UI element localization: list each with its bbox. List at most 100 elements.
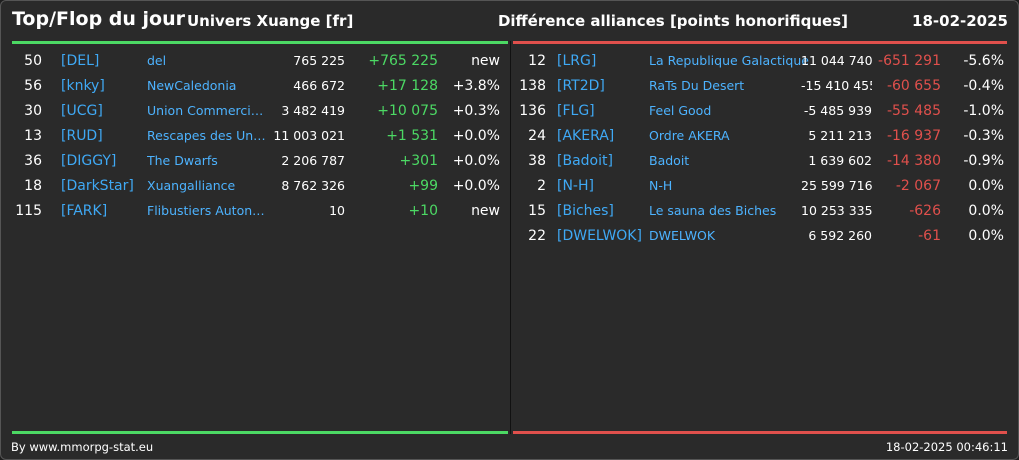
alliance-tag[interactable]: [FLG] [557, 103, 595, 119]
rank-cell: 50 [24, 53, 42, 69]
percent-cell: 0.0% [968, 178, 1004, 194]
column-divider [510, 41, 511, 434]
points-cell: 466 672 [293, 78, 345, 93]
points-cell: -15 410 455 [801, 78, 872, 93]
alliance-name[interactable]: La Republique Galactique [649, 53, 809, 68]
flop-row: 24 [AKERA] Ordre AKERA 5 211 213 -16 937 -0.3… [511, 126, 1018, 151]
top-row: 50 [DEL] del 765 225 +765 225 new [1, 51, 510, 76]
diff-cell: +99 [408, 178, 438, 194]
alliance-tag[interactable]: [DWELWOK] [557, 228, 642, 244]
diff-cell: +17 128 [377, 78, 438, 94]
alliance-name[interactable]: N-H [649, 178, 673, 193]
diff-cell: -2 067 [895, 178, 941, 194]
percent-cell: +0.3% [452, 103, 500, 119]
flop-row: 38 [Badoit] Badoit 1 639 602 -14 380 -0.9% [511, 151, 1018, 176]
percent-cell: new [471, 53, 500, 69]
rank-cell: 56 [24, 78, 42, 94]
percent-cell: -1.0% [963, 103, 1004, 119]
percent-cell: new [471, 203, 500, 219]
alliance-tag[interactable]: [FARK] [61, 203, 108, 219]
alliance-name[interactable]: The Dwarfs [147, 153, 218, 168]
rank-cell: 136 [519, 103, 546, 119]
alliance-name[interactable]: Le sauna des Biches [649, 203, 777, 218]
points-cell: 2 206 787 [281, 153, 345, 168]
points-cell: 3 482 419 [281, 103, 345, 118]
generated-timestamp: 18-02-2025 00:46:11 [885, 440, 1008, 454]
alliance-tag[interactable]: [DEL] [61, 53, 100, 69]
diff-cell: +10 075 [377, 103, 438, 119]
percent-cell: +3.8% [452, 78, 500, 94]
top-accent-bar [12, 41, 508, 44]
flop-row: 136 [FLG] Feel Good -5 485 939 -55 485 -1.0% [511, 101, 1018, 126]
alliance-tag[interactable]: [UCG] [61, 103, 103, 119]
points-cell: 10 253 335 [801, 203, 872, 218]
percent-cell: 0.0% [968, 228, 1004, 244]
rank-cell: 15 [528, 203, 546, 219]
rank-cell: 138 [519, 78, 546, 94]
site-credit: By www.mmorpg-stat.eu [11, 440, 154, 454]
diff-cell: -16 937 [886, 128, 941, 144]
alliance-name[interactable]: Union Commerciale... [147, 103, 269, 118]
alliance-tag[interactable]: [Biches] [557, 203, 614, 219]
alliance-tag[interactable]: [AKERA] [557, 128, 615, 144]
rank-cell: 30 [24, 103, 42, 119]
alliance-tag[interactable]: [knky] [61, 78, 105, 94]
alliance-name[interactable]: Xuangalliance [147, 178, 236, 193]
alliance-name[interactable]: del [147, 53, 167, 68]
top-bottom-bar [12, 431, 508, 434]
alliance-tag[interactable]: [RUD] [61, 128, 103, 144]
alliance-name[interactable]: NewCaledonia [147, 78, 237, 93]
diff-cell: -61 [918, 228, 941, 244]
rank-cell: 24 [528, 128, 546, 144]
alliance-name[interactable]: Feel Good [649, 103, 712, 118]
rank-cell: 38 [528, 153, 546, 169]
diff-cell: +765 225 [368, 53, 438, 69]
points-cell: 25 599 716 [801, 178, 872, 193]
points-cell: 11 044 740 [801, 53, 872, 68]
diff-cell: -60 655 [886, 78, 941, 94]
flop-row: 22 [DWELWOK] DWELWOK 6 592 260 -61 0.0% [511, 226, 1018, 251]
rank-cell: 22 [528, 228, 546, 244]
percent-cell: -0.4% [963, 78, 1004, 94]
rank-cell: 115 [15, 203, 42, 219]
rank-cell: 18 [24, 178, 42, 194]
alliance-name[interactable]: Badoit [649, 153, 690, 168]
flop-row: 15 [Biches] Le sauna des Biches 10 253 335 -… [511, 201, 1018, 226]
points-cell: 765 225 [293, 53, 345, 68]
page-title: Top/Flop du jour [12, 8, 185, 30]
flop-row: 2 [N-H] N-H 25 599 716 -2 067 0.0% [511, 176, 1018, 201]
flop-bottom-bar [513, 431, 1007, 434]
alliance-tag[interactable]: [LRG] [557, 53, 597, 69]
points-cell: 11 003 021 [273, 128, 345, 143]
diff-cell: -14 380 [886, 153, 941, 169]
alliance-name[interactable]: Flibustiers Autono... [147, 203, 269, 218]
points-cell: 6 592 260 [808, 228, 872, 243]
flop-row: 138 [RT2D] RaTs Du Desert -15 410 455 -60 65… [511, 76, 1018, 101]
percent-cell: 0.0% [968, 203, 1004, 219]
alliance-name[interactable]: Ordre AKERA [649, 128, 730, 143]
alliance-tag[interactable]: [RT2D] [557, 78, 605, 94]
percent-cell: -0.3% [963, 128, 1004, 144]
rank-cell: 12 [528, 53, 546, 69]
diff-cell: +301 [399, 153, 438, 169]
alliance-tag[interactable]: [N-H] [557, 178, 594, 194]
alliance-name[interactable]: RaTs Du Desert [649, 78, 745, 93]
top-row: 30 [UCG] Union Commerciale... 3 482 419 +10 … [1, 101, 510, 126]
flop-accent-bar [513, 41, 1007, 44]
top-row: 56 [knky] NewCaledonia 466 672 +17 128 +3.8% [1, 76, 510, 101]
alliance-name[interactable]: Rescapes des Univ... [147, 128, 269, 143]
alliance-tag[interactable]: [DIGGY] [61, 153, 117, 169]
points-cell: -5 485 939 [803, 103, 872, 118]
diff-cell: -55 485 [886, 103, 941, 119]
universe-label: Univers Xuange [fr] [187, 12, 354, 30]
points-cell: 8 762 326 [281, 178, 345, 193]
alliance-name[interactable]: DWELWOK [649, 228, 716, 243]
alliance-tag[interactable]: [Badoit] [557, 153, 613, 169]
percent-cell: +0.0% [452, 178, 500, 194]
percent-cell: -0.9% [963, 153, 1004, 169]
rank-cell: 13 [24, 128, 42, 144]
alliance-tag[interactable]: [DarkStar] [61, 178, 134, 194]
percent-cell: +0.0% [452, 153, 500, 169]
diff-cell: -626 [909, 203, 941, 219]
points-cell: 5 211 213 [808, 128, 872, 143]
